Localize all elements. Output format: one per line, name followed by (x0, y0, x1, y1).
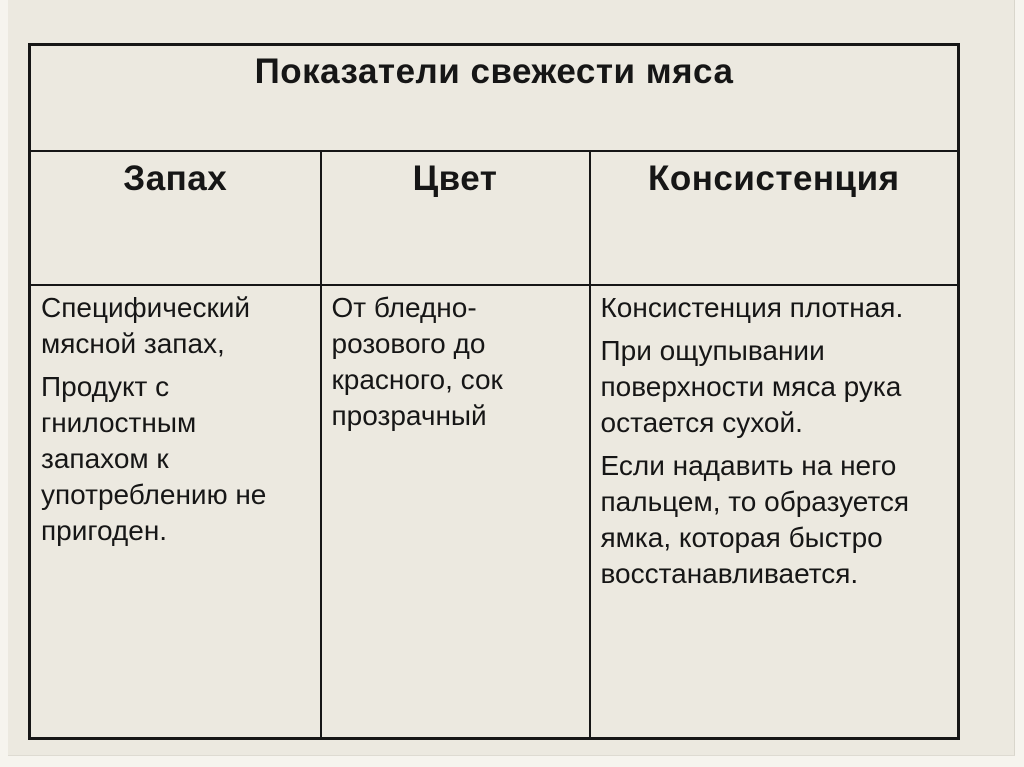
column-header-smell: Запах (28, 149, 322, 286)
body-row: Специфический мясной запах, Продукт с гн… (28, 283, 960, 740)
cell-paragraph: От бледно-розового до красного, сок проз… (331, 291, 503, 431)
header-row: Запах Цвет Консистенция (28, 149, 960, 286)
cell-paragraph: Специфический мясной запах, (41, 291, 251, 359)
cell-smell: Специфический мясной запах, Продукт с гн… (28, 283, 322, 740)
table-title: Показатели свежести мяса (28, 43, 960, 152)
cell-color: От бледно-розового до красного, сок проз… (319, 283, 591, 740)
slide-background: Показатели свежести мяса Запах Цвет Конс… (8, 0, 1015, 756)
cell-paragraph: Если надавить на него пальцем, то образу… (600, 449, 910, 589)
column-header-consistency: Консистенция (588, 149, 960, 286)
cell-paragraph: Консистенция плотная. (600, 291, 904, 323)
cell-paragraph: При ощупывании поверхности мяса рука ост… (600, 334, 902, 438)
title-row: Показатели свежести мяса (28, 43, 960, 152)
column-header-color: Цвет (319, 149, 591, 286)
cell-consistency: Консистенция плотная. При ощупывании пов… (588, 283, 960, 740)
cell-paragraph: Продукт с гнилостным запахом к употребле… (41, 370, 267, 546)
meat-freshness-table: Показатели свежести мяса Запах Цвет Конс… (28, 43, 960, 740)
